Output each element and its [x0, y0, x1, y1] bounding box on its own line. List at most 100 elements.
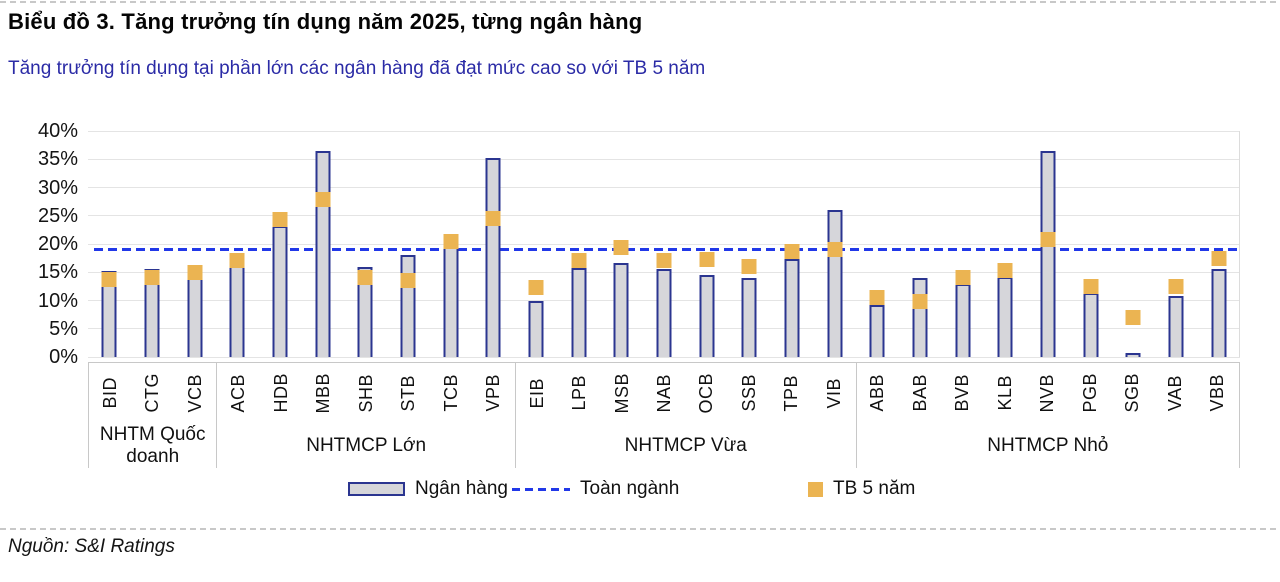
bar-BVB: [955, 283, 971, 357]
bar-slot-SSB: [728, 131, 771, 357]
chart-subtitle: Tăng trưởng tín dụng tại phần lớn các ng…: [8, 58, 706, 79]
y-tick-label-5: 5%: [49, 317, 78, 340]
bar-STB: [400, 255, 416, 357]
legend-swatch-bar: [348, 482, 405, 496]
legend-label: TB 5 năm: [833, 478, 916, 499]
bank-code-slot: VAB: [1154, 363, 1196, 423]
group-label: NHTMCP Nhỏ: [987, 434, 1109, 456]
bar-slot-MSB: [600, 131, 643, 357]
group-box: EIB LPB MSB NAB OCB SSB TPB VIB NHTMCP Vừa: [514, 363, 856, 468]
bank-code-slot: TPB: [771, 363, 813, 423]
y-tick-label-15: 15%: [37, 261, 78, 284]
legend-item-dash: Toàn ngành: [512, 475, 679, 503]
bar-OCB: [699, 275, 715, 357]
bank-code-slot: NVB: [1027, 363, 1069, 423]
bar-slot-KLB: [984, 131, 1027, 357]
avg5y-marker-VAB: [1168, 278, 1184, 294]
bar-BAB: [912, 277, 928, 357]
bar-VIB: [827, 210, 843, 357]
bank-code-row: BID CTG VCB: [89, 363, 216, 423]
bar-slot-CTG: [131, 131, 174, 357]
bar-slot-LPB: [557, 131, 600, 357]
gridline-40: [88, 130, 1240, 132]
bar-slot-ABB: [856, 131, 899, 357]
avg5y-marker-KLB: [997, 262, 1013, 278]
bank-code-label-OCB: OCB: [696, 372, 717, 414]
y-tick-label-40: 40%: [37, 120, 78, 142]
avg5y-marker-ACB: [229, 253, 245, 269]
bank-code-label-MBB: MBB: [313, 372, 334, 414]
bank-code-row: ABB BAB BVB KLB NVB PGB SGB VAB VBB: [857, 363, 1239, 423]
bank-code-slot: BID: [89, 363, 131, 423]
gridline-25: [88, 215, 1240, 217]
bank-code-label-BVB: BVB: [952, 374, 973, 412]
bar-slot-SHB: [344, 131, 387, 357]
bank-code-label-ABB: ABB: [867, 374, 888, 412]
industry-average-dashed-line: [94, 248, 1237, 252]
bank-code-row: ACB HDB MBB SHB STB TCB VPB: [217, 363, 514, 423]
bar-slot-HDB: [259, 131, 302, 357]
bar-SGB: [1125, 353, 1141, 357]
avg5y-marker-VPB: [485, 211, 501, 227]
avg5y-marker-BAB: [912, 294, 928, 310]
bank-code-slot: BVB: [942, 363, 984, 423]
bar-slot-STB: [387, 131, 430, 357]
bar-slot-BID: [88, 131, 131, 357]
bar-PGB: [1083, 293, 1099, 357]
avg5y-marker-ABB: [869, 290, 885, 306]
y-tick-label-0: 0%: [49, 346, 78, 368]
bank-code-label-EIB: EIB: [526, 377, 547, 409]
avg5y-marker-STB: [400, 273, 416, 289]
bank-code-label-KLB: KLB: [994, 375, 1015, 411]
bank-code-label-SSB: SSB: [738, 374, 759, 412]
bar-slot-VPB: [472, 131, 515, 357]
bar-VPB: [485, 157, 501, 357]
bar-SSB: [741, 277, 757, 357]
avg5y-marker-NVB: [1040, 231, 1056, 247]
y-tick-label-10: 10%: [37, 289, 78, 312]
bank-code-label-SGB: SGB: [1122, 373, 1143, 413]
bank-code-label-VAB: VAB: [1164, 374, 1185, 412]
bar-series: [88, 131, 1240, 357]
bank-code-label-TPB: TPB: [781, 374, 802, 412]
gridline-35: [88, 158, 1240, 160]
bar-slot-NVB: [1027, 131, 1070, 357]
bar-NVB: [1040, 151, 1056, 357]
avg5y-marker-TPB: [784, 244, 800, 260]
page-title: Biểu đồ 3. Tăng trưởng tín dụng năm 2025…: [8, 9, 643, 34]
avg5y-marker-VCB: [187, 264, 203, 280]
legend-item-square: TB 5 năm: [808, 475, 915, 503]
bank-code-label-HDB: HDB: [270, 373, 291, 413]
legend-swatch-dash: [512, 487, 570, 491]
bank-code-slot: TCB: [430, 363, 472, 423]
source-note: Nguồn: S&I Ratings: [8, 536, 175, 557]
bank-code-slot: MBB: [302, 363, 344, 423]
bar-KLB: [997, 276, 1013, 357]
bar-MBB: [315, 150, 331, 357]
bank-code-label-VCB: VCB: [184, 373, 205, 413]
bar-ABB: [869, 305, 885, 357]
group-label: NHTM Quốc doanh: [99, 423, 206, 467]
bar-slot-BAB: [899, 131, 942, 357]
bank-code-slot: BAB: [899, 363, 941, 423]
group-box: BID CTG VCB NHTM Quốc doanh: [88, 363, 216, 468]
bottom-divider: [0, 528, 1280, 530]
avg5y-marker-SSB: [741, 259, 757, 275]
bar-VAB: [1168, 295, 1184, 357]
bank-code-slot: ABB: [857, 363, 899, 423]
avg5y-marker-HDB: [272, 211, 288, 227]
avg5y-marker-MBB: [315, 192, 331, 208]
bank-code-slot: CTG: [131, 363, 173, 423]
bank-code-slot: SSB: [728, 363, 770, 423]
legend-swatch-square: [808, 481, 823, 497]
chart-legend: Ngân hàng Toàn ngành TB 5 năm: [0, 475, 1280, 503]
bar-TPB: [784, 258, 800, 357]
bank-code-label-ACB: ACB: [228, 373, 249, 413]
bank-code-slot: PGB: [1069, 363, 1111, 423]
bar-slot-VAB: [1155, 131, 1198, 357]
y-axis: 0% 5% 10% 15% 20% 25% 30% 35% 40%: [0, 120, 80, 368]
bank-code-label-BAB: BAB: [909, 374, 930, 412]
avg5y-marker-PGB: [1083, 278, 1099, 294]
bank-code-label-CTG: CTG: [142, 373, 163, 413]
credit-growth-chart-plot: [88, 130, 1240, 358]
